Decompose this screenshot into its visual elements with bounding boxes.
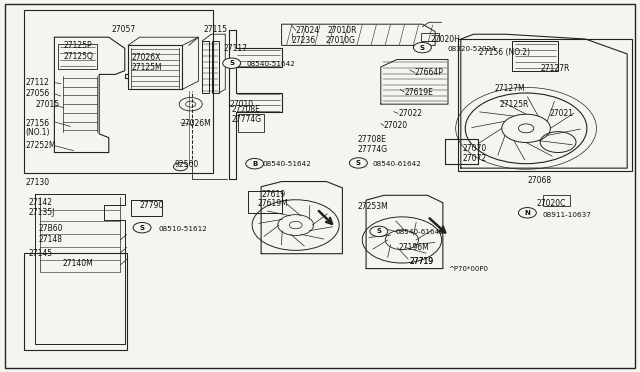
Text: 27148: 27148 [38, 235, 63, 244]
Text: S: S [420, 45, 425, 51]
Text: 27117: 27117 [224, 44, 248, 53]
Text: 27112: 27112 [26, 78, 49, 87]
Bar [421, 33, 439, 41]
Text: 27142: 27142 [28, 198, 52, 207]
Bar [128, 45, 182, 89]
Circle shape [133, 222, 151, 233]
Bar [543, 195, 570, 206]
Text: ^P70*00P0: ^P70*00P0 [448, 266, 488, 272]
Bar [445, 139, 478, 164]
Text: 27125R: 27125R [499, 100, 529, 109]
Text: 27774G: 27774G [357, 145, 387, 154]
Text: 27026M: 27026M [180, 119, 211, 128]
Bar [512, 41, 558, 71]
Text: 27127M: 27127M [494, 84, 525, 93]
Text: S: S [229, 60, 234, 66]
Text: 08540-61642: 08540-61642 [372, 161, 421, 167]
Text: 27068: 27068 [528, 176, 552, 185]
Text: 27125Q: 27125Q [64, 52, 94, 61]
Text: 27253M: 27253M [357, 202, 388, 211]
Text: 27708E: 27708E [357, 135, 386, 144]
Text: 27719: 27719 [410, 257, 434, 266]
Text: 27774G: 27774G [232, 115, 262, 124]
Text: 27010G: 27010G [325, 36, 355, 45]
Text: S: S [140, 225, 145, 231]
Bar [131, 200, 162, 216]
Text: 27070: 27070 [462, 144, 486, 153]
Circle shape [246, 158, 264, 169]
Text: 27022: 27022 [398, 109, 422, 118]
Text: 27057: 27057 [112, 25, 136, 34]
Text: 27021: 27021 [549, 109, 573, 118]
Text: 08540-51642: 08540-51642 [262, 161, 311, 167]
Text: 27156 (NO.2): 27156 (NO.2) [479, 48, 530, 57]
Text: 27619E: 27619E [404, 88, 433, 97]
Text: (NO.1): (NO.1) [26, 128, 50, 137]
Text: 27020C: 27020C [536, 199, 566, 208]
Bar [58, 44, 97, 69]
Text: 27115: 27115 [204, 25, 228, 34]
Text: 27024: 27024 [296, 26, 320, 35]
Circle shape [370, 226, 388, 237]
Text: 27156: 27156 [26, 119, 50, 128]
Text: 27196M: 27196M [398, 243, 429, 252]
Bar [202, 41, 209, 93]
Text: 27719: 27719 [410, 257, 434, 266]
Bar [248, 191, 282, 213]
Circle shape [223, 58, 241, 68]
Bar [445, 139, 478, 164]
Text: 08540-51642: 08540-51642 [246, 61, 295, 67]
Text: 27130: 27130 [26, 178, 50, 187]
Circle shape [349, 158, 367, 168]
Text: 27619M: 27619M [257, 199, 288, 208]
Circle shape [518, 208, 536, 218]
Text: 27252M: 27252M [26, 141, 56, 150]
Text: 27020: 27020 [384, 121, 408, 130]
Text: 08320-5202A: 08320-5202A [448, 46, 497, 52]
Ellipse shape [173, 163, 188, 171]
Text: 27140M: 27140M [63, 259, 93, 268]
Bar [238, 114, 264, 132]
Text: 08540-61642: 08540-61642 [396, 230, 444, 235]
Text: 27B60: 27B60 [38, 224, 63, 233]
Bar [458, 39, 632, 171]
Text: 27127R: 27127R [541, 64, 570, 73]
Bar [24, 10, 213, 173]
Text: 27026X: 27026X [131, 53, 161, 62]
Text: 08510-51612: 08510-51612 [159, 226, 207, 232]
Text: 27145: 27145 [28, 249, 52, 258]
Bar [24, 253, 127, 350]
Text: 27125M: 27125M [131, 63, 162, 72]
Text: 27056: 27056 [26, 89, 50, 98]
Text: S: S [376, 228, 381, 234]
Text: 27125P: 27125P [64, 41, 93, 50]
Text: 92560: 92560 [174, 160, 198, 169]
Text: N: N [524, 210, 531, 216]
Text: 27135J: 27135J [28, 208, 54, 217]
Text: 27790: 27790 [140, 201, 164, 210]
Circle shape [413, 42, 431, 53]
Text: 27619: 27619 [261, 190, 285, 199]
Text: 27010R: 27010R [328, 26, 357, 35]
Text: 27010: 27010 [229, 100, 253, 109]
Text: B: B [252, 161, 257, 167]
Text: 27664P: 27664P [415, 68, 444, 77]
Text: 27072: 27072 [462, 154, 486, 163]
Text: 27020H: 27020H [430, 35, 460, 44]
Text: 27015: 27015 [36, 100, 60, 109]
Bar [212, 41, 219, 93]
Text: 27236: 27236 [292, 36, 316, 45]
Text: 08911-10637: 08911-10637 [543, 212, 591, 218]
Text: 27708E: 27708E [232, 105, 260, 114]
Text: S: S [356, 160, 361, 166]
